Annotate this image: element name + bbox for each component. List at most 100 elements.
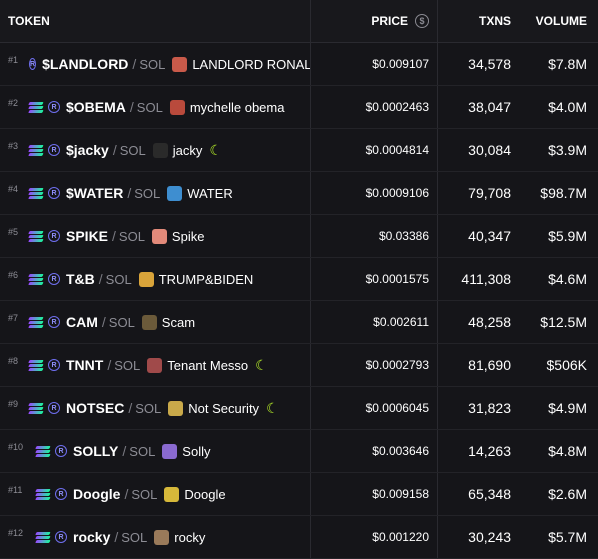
volume-value: $5.9M [548,228,587,244]
table-row[interactable]: #5 R SPIKE / SOL Spike $0.03386 40,347 $… [0,215,598,258]
volume-value: $7.8M [548,56,587,72]
price-cell: $0.0006045 [311,387,438,429]
slash-divider: / [127,185,132,201]
currency-toggle-icon[interactable]: $ [415,14,429,28]
txns-value: 411,308 [461,271,511,287]
token-cell[interactable]: #9 R NOTSEC / SOL Not Security ☾ [0,387,311,429]
volume-value: $2.6M [548,486,587,502]
solana-icon [28,359,44,371]
header-price-label: PRICE [371,14,408,28]
txns-cell: 30,084 [438,129,520,171]
token-cell[interactable]: #11 R Doogle / SOL Doogle [0,473,311,515]
token-cell[interactable]: #2 R $OBEMA / SOL mychelle obema [0,86,311,128]
price-cell: $0.0001575 [311,258,438,300]
rank-label: #5 [8,227,19,237]
volume-value: $3.9M [548,142,587,158]
solana-icon [35,531,51,543]
token-cell[interactable]: #4 R $WATER / SOL WATER [0,172,311,214]
volume-cell: $3.9M [520,129,598,171]
raydium-icon: R [48,273,60,285]
token-cell[interactable]: #3 R $jacky / SOL jacky ☾ [0,129,311,171]
volume-value: $4.6M [548,271,587,287]
volume-cell: $4.8M [520,430,598,472]
rank-label: #8 [8,356,19,366]
raydium-icon: R [48,101,60,113]
volume-cell: $5.7M [520,516,598,558]
token-avatar-icon [147,357,163,373]
slash-divider: / [112,142,117,158]
chain-label: SOL [108,314,135,330]
header-token[interactable]: TOKEN [0,0,311,42]
token-name: Spike [171,228,205,244]
table-row[interactable]: #7 R CAM / SOL Scam $0.002611 48,258 $12… [0,301,598,344]
table-row[interactable]: #1 R $LANDLORD / SOL LANDLORD RONALD $0.… [0,43,598,86]
txns-cell: 14,263 [438,430,520,472]
table-row[interactable]: #9 R NOTSEC / SOL Not Security ☾ $0.0006… [0,387,598,430]
txns-value: 65,348 [468,486,511,502]
header-volume[interactable]: VOLUME [520,0,598,42]
moon-icon: ☾ [209,141,222,158]
header-price[interactable]: PRICE $ [311,0,438,42]
chain-label: SOL [121,529,148,545]
raydium-icon: R [48,359,60,371]
table-row[interactable]: #10 R SOLLY / SOL Solly $0.003646 14,263… [0,430,598,473]
token-symbol: $OBEMA [66,99,126,115]
header-txns[interactable]: TXNS [438,0,520,42]
slash-divider: / [114,529,119,545]
price-value: $0.009158 [372,487,429,501]
table-row[interactable]: #4 R $WATER / SOL WATER $0.0009106 79,70… [0,172,598,215]
token-name: rocky [174,529,206,545]
txns-value: 30,084 [468,142,511,158]
token-symbol: T&B [66,271,95,287]
token-name: LANDLORD RONALD [192,56,311,72]
token-avatar-icon [151,228,167,244]
txns-value: 14,263 [468,443,511,459]
token-symbol: $WATER [66,185,124,201]
token-cell[interactable]: #1 R $LANDLORD / SOL LANDLORD RONALD [0,43,311,85]
price-value: $0.002611 [373,315,429,329]
chain-label: SOL [134,185,161,201]
token-symbol: TNNT [66,357,104,373]
raydium-icon: R [55,488,67,500]
token-symbol: SOLLY [73,443,119,459]
solana-icon [28,230,44,242]
table-row[interactable]: #6 R T&B / SOL TRUMP&BIDEN $0.0001575 41… [0,258,598,301]
token-name: mychelle obema [189,99,285,115]
txns-value: 31,823 [468,400,511,416]
price-cell: $0.009158 [311,473,438,515]
txns-value: 48,258 [468,314,511,330]
price-value: $0.0002463 [365,100,429,114]
token-name: WATER [187,185,233,201]
token-avatar-icon [164,486,180,502]
volume-cell: $4.6M [520,258,598,300]
txns-value: 38,047 [468,99,511,115]
chain-label: SOL [135,400,162,416]
token-cell[interactable]: #8 R TNNT / SOL Tenant Messo ☾ [0,344,311,386]
table-row[interactable]: #3 R $jacky / SOL jacky ☾ $0.0004814 30,… [0,129,598,172]
slash-divider: / [112,228,116,244]
token-avatar-icon [172,56,188,72]
raydium-icon: R [48,187,60,199]
token-avatar-icon [154,529,170,545]
token-avatar-icon [168,400,184,416]
table-body: #1 R $LANDLORD / SOL LANDLORD RONALD $0.… [0,43,598,559]
price-value: $0.003646 [372,444,429,458]
token-symbol: $LANDLORD [42,56,129,72]
price-value: $0.0009106 [365,186,429,200]
token-cell[interactable]: #5 R SPIKE / SOL Spike [0,215,311,257]
table-row[interactable]: #12 R rocky / SOL rocky $0.001220 30,243… [0,516,598,559]
table-row[interactable]: #8 R TNNT / SOL Tenant Messo ☾ $0.000279… [0,344,598,387]
table-row[interactable]: #11 R Doogle / SOL Doogle $0.009158 65,3… [0,473,598,516]
token-cell[interactable]: #12 R rocky / SOL rocky [0,516,311,558]
table-row[interactable]: #2 R $OBEMA / SOL mychelle obema $0.0002… [0,86,598,129]
raydium-icon: R [55,531,67,543]
token-cell[interactable]: #6 R T&B / SOL TRUMP&BIDEN [0,258,311,300]
raydium-icon: R [48,230,60,242]
token-cell[interactable]: #7 R CAM / SOL Scam [0,301,311,343]
chain-label: SOL [131,486,158,502]
header-volume-label: VOLUME [535,14,587,28]
token-cell[interactable]: #10 R SOLLY / SOL Solly [0,430,311,472]
volume-cell: $4.9M [520,387,598,429]
token-avatar-icon [169,99,185,115]
